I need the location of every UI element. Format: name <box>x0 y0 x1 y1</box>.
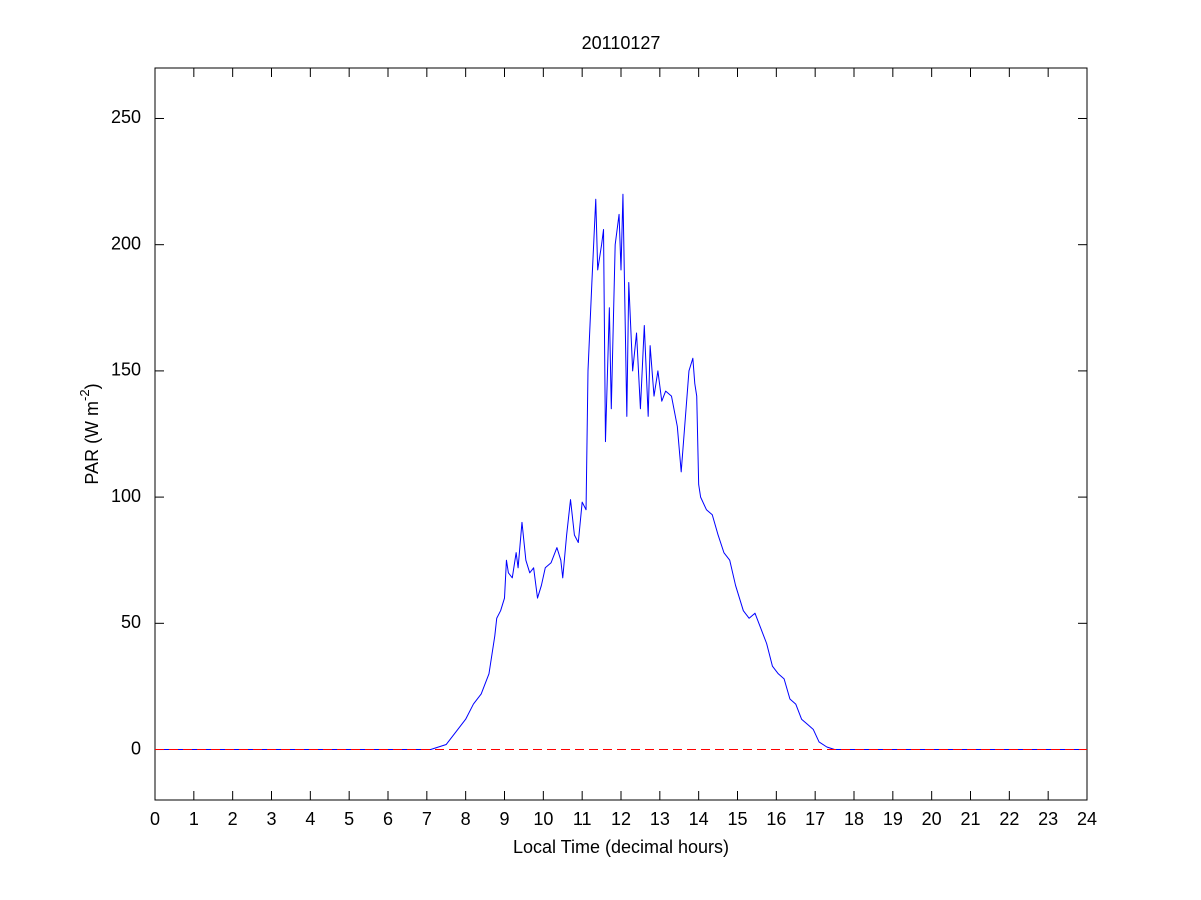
x-tick-label: 10 <box>533 809 553 829</box>
x-tick-label: 7 <box>422 809 432 829</box>
y-axis-label: PAR (W m-2) <box>77 383 101 484</box>
y-tick-label: 150 <box>111 360 141 380</box>
x-tick-label: 1 <box>189 809 199 829</box>
y-label-text: PAR (W m <box>82 401 102 485</box>
y-tick-label: 50 <box>121 612 141 632</box>
x-tick-label: 3 <box>266 809 276 829</box>
x-tick-label: 23 <box>1038 809 1058 829</box>
x-tick-label: 19 <box>883 809 903 829</box>
x-tick-label: 21 <box>960 809 980 829</box>
x-tick-label: 14 <box>689 809 709 829</box>
x-tick-label: 9 <box>499 809 509 829</box>
y-tick-label: 200 <box>111 233 141 253</box>
y-tick-label: 100 <box>111 486 141 506</box>
x-tick-label: 6 <box>383 809 393 829</box>
x-tick-label: 12 <box>611 809 631 829</box>
x-tick-label: 17 <box>805 809 825 829</box>
y-label-superscript: -2 <box>77 389 92 401</box>
x-tick-label: 15 <box>727 809 747 829</box>
x-tick-label: 4 <box>305 809 315 829</box>
x-tick-label: 18 <box>844 809 864 829</box>
data-line <box>155 193 1087 751</box>
y-tick-label: 0 <box>131 738 141 758</box>
x-tick-label: 2 <box>228 809 238 829</box>
x-tick-label: 11 <box>573 809 592 829</box>
x-tick-label: 20 <box>922 809 942 829</box>
x-tick-label: 0 <box>150 809 160 829</box>
y-tick-label: 250 <box>111 107 141 127</box>
x-tick-label: 16 <box>766 809 786 829</box>
x-tick-label: 13 <box>650 809 670 829</box>
x-tick-label: 8 <box>461 809 471 829</box>
y-label-after: ) <box>82 383 102 389</box>
x-tick-label: 5 <box>344 809 354 829</box>
chart-title: 20110127 <box>582 33 661 53</box>
x-tick-label: 22 <box>999 809 1019 829</box>
x-tick-label: 24 <box>1077 809 1097 829</box>
x-axis-label: Local Time (decimal hours) <box>513 837 729 857</box>
